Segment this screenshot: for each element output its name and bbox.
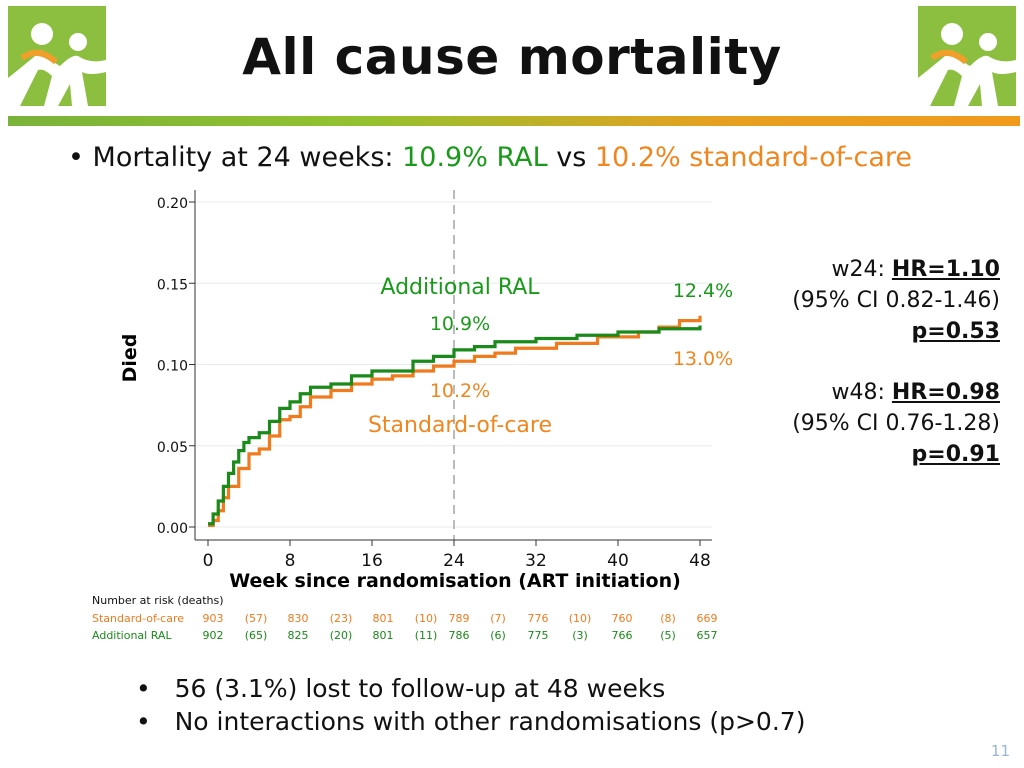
risk-table-cell: 669 [697, 612, 718, 625]
annotation-ral-name: Additional RAL [380, 275, 540, 300]
bullet-dot: • [68, 142, 84, 173]
chart-axes: 0.00 0.05 0.10 0.15 0.20 0 8 16 24 32 40 48 [157, 190, 712, 571]
w48-hr: HR=0.98 [891, 380, 1000, 405]
stats-w48: w48: HR=0.98 (95% CI 0.76-1.28) p=0.91 [792, 377, 1000, 470]
bullet-ral-value: 10.9% RAL [402, 142, 548, 173]
x-tick-label: 0 [203, 551, 214, 571]
w24-ci: (95% CI 0.82-1.46) [792, 288, 1000, 313]
page-title: All cause mortality [242, 28, 782, 86]
stats-w24: w24: HR=1.10 (95% CI 0.82-1.46) p=0.53 [792, 254, 1000, 347]
risk-table-cell: (23) [330, 612, 353, 625]
bottom-bullet-2: • No interactions with other randomisati… [136, 707, 806, 736]
x-tick-label: 24 [443, 551, 465, 571]
risk-table-cell: 786 [449, 629, 470, 642]
risk-table-cell: (10) [415, 612, 438, 625]
risk-table-cell: 789 [449, 612, 470, 625]
series-line-additional-ral [208, 325, 702, 526]
x-tick-label: 40 [607, 551, 629, 571]
risk-table-cell: (6) [490, 629, 506, 642]
bottom-bullet-1: • 56 (3.1%) lost to follow-up at 48 week… [136, 674, 666, 703]
w48-p: p=0.91 [911, 442, 1000, 467]
risk-table-cell: 902 [203, 629, 224, 642]
x-tick-label: 16 [361, 551, 383, 571]
risk-table-cell: 657 [697, 629, 718, 642]
bottom-bullet-1-text: 56 (3.1%) lost to follow-up at 48 weeks [174, 674, 666, 703]
x-tick-label: 32 [525, 551, 547, 571]
logo-left [8, 6, 106, 106]
risk-table-cell: (20) [330, 629, 353, 642]
risk-table-cell: (3) [572, 629, 588, 642]
w24-hr: HR=1.10 [891, 257, 1000, 282]
x-axis-label: Week since randomisation (ART initiation… [229, 570, 681, 592]
page-number: 11 [990, 742, 1010, 760]
x-tick-label: 48 [689, 551, 711, 571]
risk-table-cell: (5) [660, 629, 676, 642]
bullet-soc-value: 10.2% standard-of-care [594, 142, 913, 173]
risk-table-cell: (8) [660, 612, 676, 625]
bullet-prefix: Mortality at 24 weeks: [92, 142, 394, 173]
y-tick-label: 0.00 [157, 521, 188, 537]
mortality-chart: 0.00 0.05 0.10 0.15 0.20 0 8 16 24 32 40 48 Died We… [92, 190, 733, 642]
chart-series [208, 315, 702, 527]
y-axis-label: Died [119, 334, 141, 383]
bullet-vs: vs [556, 142, 587, 173]
y-tick-label: 0.05 [157, 440, 188, 456]
w48-label: w48: [831, 380, 885, 405]
risk-table-cell: 830 [288, 612, 309, 625]
w24-p: p=0.53 [911, 319, 1000, 344]
risk-table-cell: 801 [373, 629, 394, 642]
y-tick-label: 0.15 [157, 277, 188, 293]
risk-table-cell: (65) [245, 629, 268, 642]
risk-row-ral-name: Additional RAL [92, 629, 172, 642]
risk-table-cell: 760 [612, 612, 633, 625]
risk-table-cell: (10) [569, 612, 592, 625]
risk-table-cells: 903 (57) 830 (23) 801 (10) 789 (7) 776 (10) 760 (8)… [203, 612, 718, 642]
bottom-bullets: • 56 (3.1%) lost to follow-up at 48 week… [136, 672, 805, 738]
risk-table-cell: (7) [490, 612, 506, 625]
annotation-ral-24w: 10.9% [430, 313, 490, 335]
y-tick-label: 0.20 [157, 196, 188, 212]
annotation-soc-24w: 10.2% [430, 380, 490, 402]
title-divider [8, 116, 1020, 126]
risk-table-cell: (57) [245, 612, 268, 625]
risk-table-cell: 766 [612, 629, 633, 642]
annotation-soc-48w: 13.0% [673, 348, 733, 370]
risk-table-cell: (11) [415, 629, 438, 642]
w24-label: w24: [831, 257, 885, 282]
annotation-soc-name: Standard-of-care [368, 413, 552, 438]
w48-ci: (95% CI 0.76-1.28) [792, 411, 1000, 436]
x-tick-label: 8 [285, 551, 296, 571]
risk-table-cell: 903 [203, 612, 224, 625]
risk-table-cell: 776 [528, 612, 549, 625]
bottom-bullet-2-text: No interactions with other randomisation… [174, 707, 806, 736]
risk-table-cell: 801 [373, 612, 394, 625]
risk-table-cell: 825 [288, 629, 309, 642]
risk-table-header: Number at risk (deaths) [92, 594, 224, 607]
y-tick-label: 0.10 [157, 359, 188, 375]
logo-right [918, 6, 1016, 106]
annotation-ral-48w: 12.4% [673, 280, 733, 302]
mortality-bullet: • Mortality at 24 weeks: 10.9% RAL vs 10… [68, 142, 912, 173]
risk-table-cell: 775 [528, 629, 549, 642]
risk-row-soc-name: Standard-of-care [92, 612, 184, 625]
